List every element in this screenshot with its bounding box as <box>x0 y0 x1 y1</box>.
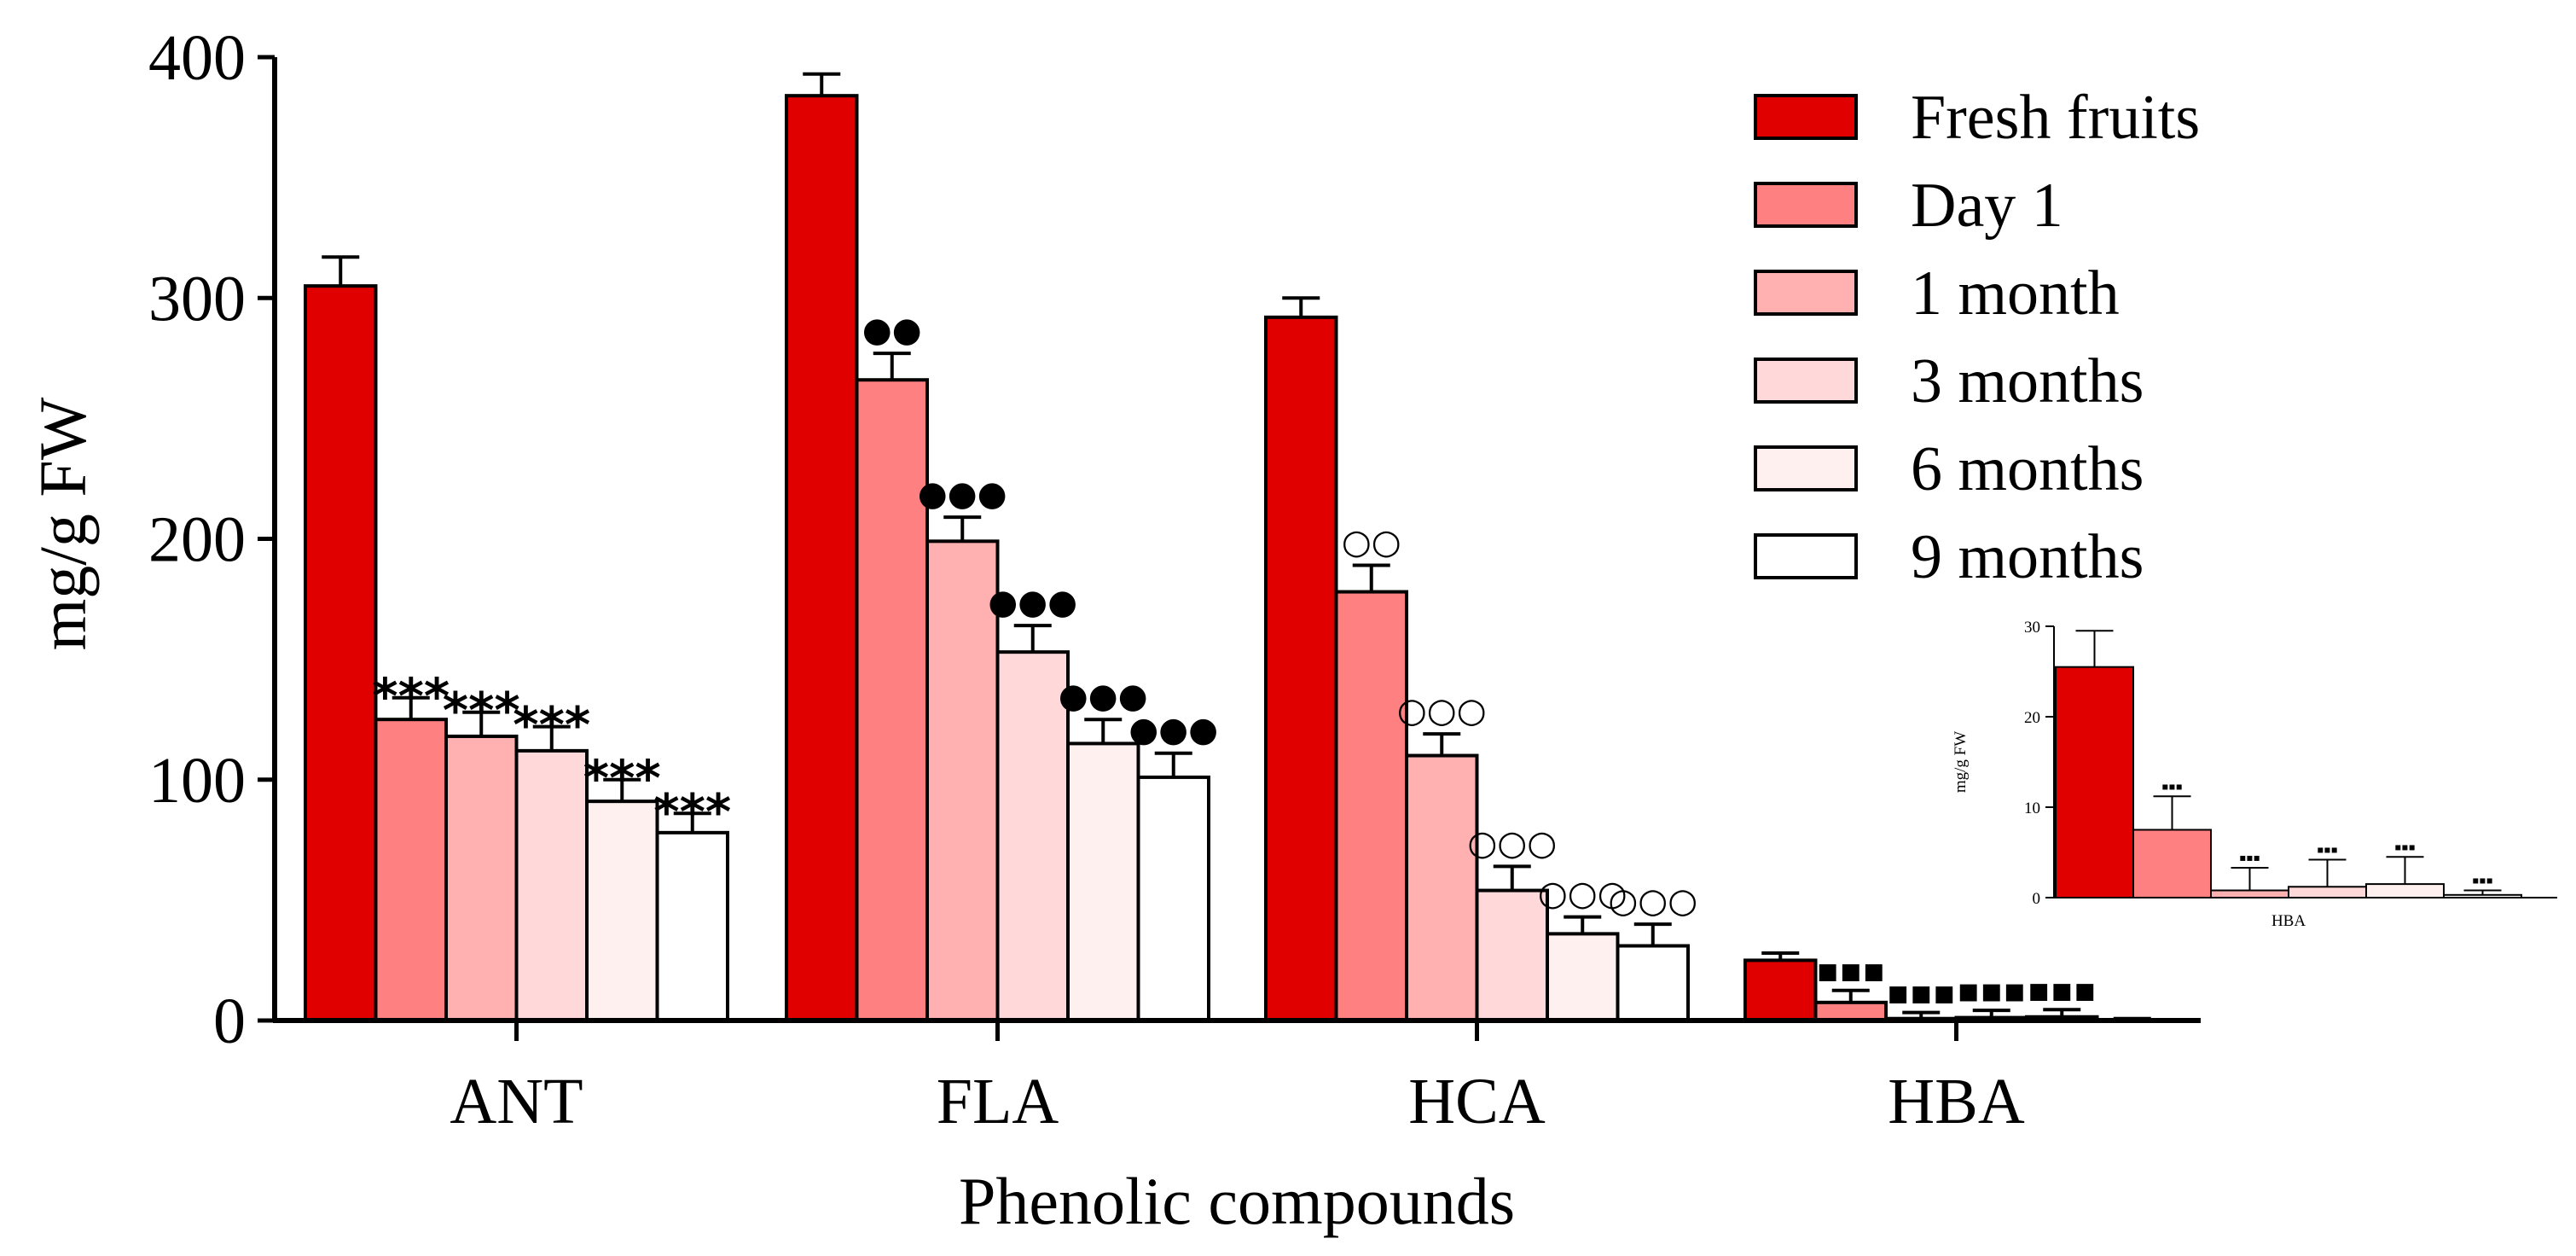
bar <box>1405 753 1479 1023</box>
bar <box>655 830 729 1022</box>
bar <box>585 800 659 1023</box>
main-plot: 0100200300400***●●○○▪▪▪***●●●○○○▪▪▪***●●… <box>26 22 2201 1238</box>
legend-swatch <box>1754 94 1858 140</box>
bar <box>374 718 448 1022</box>
legend-swatch <box>1754 270 1858 316</box>
significance-mark: ○○ <box>1342 523 1401 562</box>
significance-mark: ▪▪▪ <box>1887 974 1956 1013</box>
bar <box>304 284 378 1022</box>
significance-mark: *** <box>653 782 731 840</box>
bar <box>785 94 859 1022</box>
legend-label: Fresh fruits <box>1911 83 2200 153</box>
bar <box>1264 315 1338 1022</box>
inset-y-tick-label: 30 <box>2024 619 2040 637</box>
inset-significance-mark: ▪▪▪ <box>2239 852 2260 864</box>
bar <box>1743 958 1818 1022</box>
significance-mark: ▪▪▪ <box>2028 970 2097 1009</box>
significance-mark: ●●● <box>1128 711 1218 750</box>
bar <box>1066 741 1140 1022</box>
significance-mark: ●●● <box>988 583 1077 622</box>
legend-swatch <box>1754 358 1858 404</box>
inset-significance-mark: ▪▪▪ <box>2472 875 2492 887</box>
legend-label: 6 months <box>1911 434 2144 504</box>
significance-mark: ●● <box>862 311 922 350</box>
legend-label: 3 months <box>1911 346 2144 416</box>
x-tick-label: ANT <box>450 1066 583 1137</box>
bar <box>1334 590 1408 1022</box>
significance-mark: *** <box>513 696 590 754</box>
inset-y-tick-label: 20 <box>2024 709 2040 727</box>
significance-mark: *** <box>583 749 661 807</box>
inset-significance-mark: ▪▪▪ <box>2394 840 2415 852</box>
x-axis-title: Phenolic compounds <box>959 1164 1515 1238</box>
inset-bar <box>2288 886 2367 899</box>
legend-swatch <box>1754 182 1858 228</box>
legend-label: 1 month <box>1911 259 2120 329</box>
inset-y-tick-label: 0 <box>2033 890 2041 908</box>
y-tick-label: 100 <box>148 745 246 817</box>
bar <box>514 748 589 1022</box>
inset-x-axis-title: HBA <box>2271 912 2306 930</box>
inset-y-tick-label: 10 <box>2024 800 2040 817</box>
legend-label: 9 months <box>1911 522 2144 592</box>
x-tick-label: FLA <box>937 1066 1059 1137</box>
bar <box>444 734 519 1022</box>
inset-plot: 0 10 20 30 ▪▪▪ ▪▪▪ ▪▪▪ ▪▪▪ ▪▪▪ HBA mg/g FW <box>1952 619 2557 930</box>
significance-mark: *** <box>443 682 520 740</box>
x-tick-label: HBA <box>1888 1066 2025 1137</box>
bar <box>1475 888 1549 1022</box>
legend-swatch <box>1754 445 1858 491</box>
significance-mark: ○○○ <box>1608 881 1697 921</box>
significance-mark: ▪▪▪ <box>1957 971 2026 1010</box>
bar <box>1616 944 1690 1022</box>
x-tick-label: HCA <box>1408 1066 1546 1137</box>
significance-mark: ▪▪▪ <box>1816 951 1885 991</box>
y-tick-label: 0 <box>213 986 246 1057</box>
y-tick-label: 200 <box>148 504 246 576</box>
significance-mark: ○○○ <box>1538 875 1627 914</box>
inset-bar <box>2365 883 2445 898</box>
significance-mark: ○○○ <box>1397 691 1487 730</box>
y-tick-label: 300 <box>148 263 246 334</box>
inset-significance-mark: ▪▪▪ <box>2317 843 2337 855</box>
inset-significance-mark: ▪▪▪ <box>2161 780 2182 792</box>
bar <box>1546 932 1620 1023</box>
inset-bar <box>2055 666 2134 898</box>
inset-bar <box>2210 889 2289 899</box>
legend-label: Day 1 <box>1911 171 2063 241</box>
inset-y-axis-title: mg/g FW <box>1952 731 1970 793</box>
significance-mark: *** <box>372 667 450 725</box>
inset-bar <box>2132 829 2212 898</box>
bar <box>1813 1000 1888 1023</box>
significance-mark: ○○○ <box>1467 823 1557 863</box>
legend-swatch <box>1754 533 1858 579</box>
significance-mark: ●●● <box>918 474 1007 514</box>
bar <box>855 378 929 1022</box>
bar <box>925 539 1000 1022</box>
y-axis-title: mg/g FW <box>26 397 100 650</box>
y-tick-label: 400 <box>148 22 246 94</box>
legend: Fresh fruits Day 1 1 month 3 months 6 months… <box>1754 83 2200 592</box>
bar <box>995 650 1070 1022</box>
bar <box>1136 775 1210 1022</box>
significance-mark: ●●● <box>1059 677 1148 716</box>
